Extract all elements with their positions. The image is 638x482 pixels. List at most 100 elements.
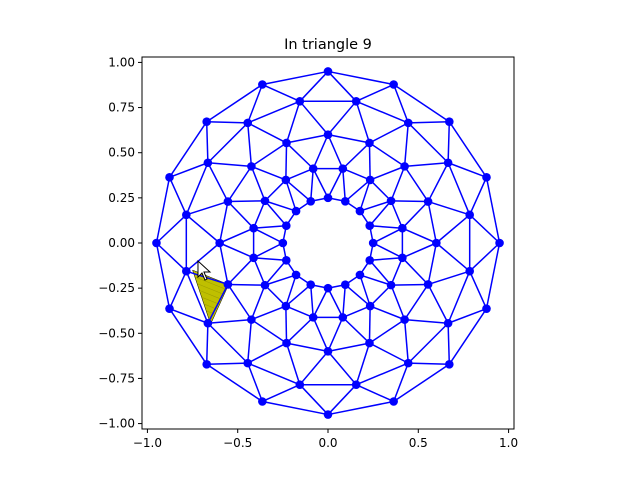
mesh-nodes [152, 67, 504, 419]
mesh-edge [369, 142, 406, 168]
mesh-node [291, 206, 301, 216]
mesh-edge [447, 270, 471, 324]
mesh-edge [355, 384, 394, 403]
mesh-edge [327, 317, 344, 352]
mesh-edge [447, 307, 487, 324]
mesh-edge [369, 259, 392, 286]
highlight-hatch [199, 290, 223, 300]
mesh-node [223, 197, 233, 206]
mesh-node [182, 210, 191, 220]
mesh-edge [355, 342, 371, 385]
mesh-edge [369, 165, 405, 181]
mesh-edge [286, 133, 329, 144]
mesh-edge [408, 120, 450, 124]
mesh-edge [390, 284, 406, 320]
mesh-edges [155, 70, 501, 416]
mesh-node [365, 175, 375, 185]
mesh-edge [168, 270, 187, 309]
mesh-node [323, 67, 333, 76]
mesh-node [351, 380, 361, 389]
mesh-edge [250, 166, 266, 202]
mesh-edge [264, 259, 287, 286]
mesh-node [281, 301, 291, 311]
mesh-edge [253, 242, 284, 259]
mesh-node [282, 138, 291, 148]
mesh-edge [369, 318, 406, 344]
mesh-edge [448, 121, 488, 178]
mesh-edge [285, 342, 301, 385]
mesh-node [389, 397, 398, 406]
mesh-edge [185, 242, 221, 272]
mesh-node [308, 164, 318, 173]
mesh-edge [403, 122, 410, 167]
mesh-edge [207, 122, 249, 164]
mesh-node [495, 238, 504, 248]
mesh-edge [227, 284, 253, 321]
mesh-node [323, 283, 333, 293]
mesh-node [365, 338, 374, 348]
mesh-edge [342, 284, 347, 318]
mesh-node [482, 304, 491, 313]
mesh-edge [285, 101, 301, 144]
mesh-node [323, 193, 333, 203]
mesh-edge [207, 322, 249, 364]
mesh-edge [342, 142, 370, 170]
mesh-edge [368, 142, 371, 180]
mesh-edge [207, 161, 252, 168]
mesh-node [482, 173, 491, 182]
mesh-node [338, 164, 348, 173]
mesh-node [389, 80, 398, 89]
mesh-node [278, 238, 288, 248]
mesh-edge [402, 242, 437, 259]
mesh-node [306, 196, 316, 206]
mesh-node [202, 117, 211, 126]
mesh-edge [469, 214, 501, 244]
mesh-edge [185, 214, 221, 244]
mesh-edge [427, 201, 438, 244]
y-tick-label: 0.75 [108, 101, 135, 115]
mesh-node [423, 280, 433, 289]
x-tick-label: 1.0 [499, 436, 518, 450]
mesh-edge [155, 214, 187, 244]
mesh-edge [219, 227, 254, 244]
mesh-edge [247, 362, 264, 402]
mesh-edge [264, 274, 297, 286]
mesh-edge [344, 284, 371, 307]
mesh-node [338, 313, 348, 322]
mesh-edge [372, 242, 403, 259]
chart-title: In triangle 9 [284, 37, 372, 53]
mesh-node [465, 210, 474, 220]
mesh-node [443, 318, 453, 328]
mesh-node [308, 313, 318, 322]
mesh-edge [168, 177, 187, 216]
mesh-edge [205, 323, 209, 365]
mesh-edge [247, 122, 287, 144]
mesh-node [365, 221, 375, 231]
mesh-node [249, 253, 258, 263]
mesh-edge [403, 165, 429, 202]
mesh-edge [186, 270, 229, 286]
mesh-edge [155, 242, 187, 272]
mesh-edge [369, 179, 392, 202]
mesh-edge [404, 318, 449, 325]
mesh-edge [227, 257, 255, 285]
mesh-edge [344, 179, 371, 202]
mesh-node [295, 380, 305, 389]
mesh-edge [309, 284, 314, 318]
mesh-node [203, 318, 213, 328]
mesh-edge [247, 100, 301, 124]
mesh-edge [312, 134, 329, 169]
mesh-edge [342, 316, 370, 344]
mesh-node [340, 196, 350, 206]
mesh-node [152, 238, 161, 248]
mesh-edge [327, 133, 370, 144]
mesh-edge [206, 120, 248, 124]
mesh-node [351, 97, 361, 106]
mesh-edge [369, 224, 403, 229]
mesh-edge [393, 83, 450, 123]
mesh-node [323, 410, 333, 419]
mesh-edge [427, 242, 438, 285]
y-tick-label: 0.00 [108, 236, 135, 250]
mesh-node [465, 266, 474, 276]
